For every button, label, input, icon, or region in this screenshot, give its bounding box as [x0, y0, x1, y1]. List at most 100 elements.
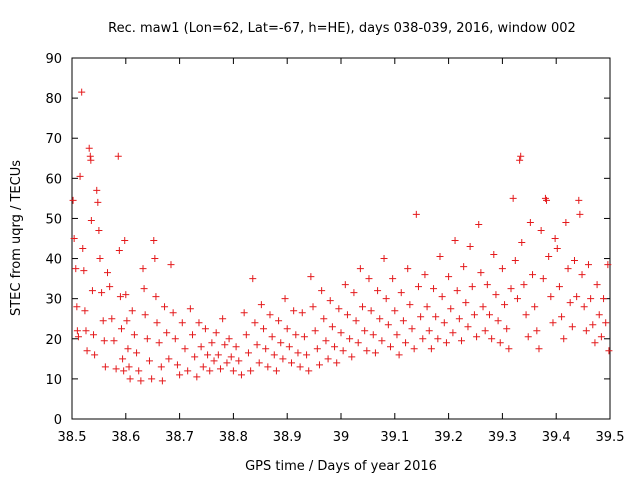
data-point — [288, 359, 296, 367]
data-point — [125, 363, 133, 371]
data-point — [87, 216, 95, 224]
data-point — [240, 309, 248, 317]
data-point — [412, 210, 420, 218]
data-point — [122, 291, 130, 299]
data-point — [237, 371, 245, 379]
data-point — [369, 331, 377, 339]
data-point — [503, 325, 511, 333]
data-point — [468, 283, 476, 291]
data-point — [558, 313, 566, 321]
data-point — [589, 321, 597, 329]
data-point — [313, 345, 321, 353]
data-point — [74, 333, 82, 341]
plot-frame — [71, 57, 611, 420]
data-point — [155, 339, 163, 347]
data-point — [483, 281, 491, 289]
data-point — [576, 210, 584, 218]
data-point — [70, 235, 78, 242]
chart-title: Rec. maw1 (Lon=62, Lat=-67, h=HE), days … — [108, 21, 576, 36]
data-point — [333, 359, 341, 367]
data-point — [268, 333, 276, 341]
data-point — [453, 287, 461, 295]
data-point — [326, 297, 334, 305]
axis-ticks: 38.5 38.6 38.7 38.8 38.9 39 39.1 39.2 39.3 39.4 39… — [45, 52, 624, 445]
data-point — [216, 365, 224, 373]
data-point — [384, 321, 392, 329]
data-point — [309, 303, 317, 311]
data-point — [570, 257, 578, 265]
data-point — [494, 317, 502, 325]
data-point — [260, 325, 268, 333]
data-point — [505, 345, 513, 353]
data-point — [112, 365, 120, 373]
data-point — [543, 196, 551, 204]
data-point — [116, 293, 124, 301]
data-point — [498, 265, 506, 273]
y-axis-label: STEC from uqrg / TECUs — [9, 160, 24, 316]
data-point — [128, 307, 136, 315]
data-point — [227, 353, 235, 361]
data-point — [529, 271, 537, 279]
data-point — [580, 303, 588, 311]
data-point — [115, 247, 123, 255]
data-point — [410, 345, 418, 353]
data-point — [584, 261, 592, 269]
data-point — [296, 363, 304, 371]
data-point — [395, 351, 403, 359]
data-point — [361, 327, 369, 335]
data-point — [363, 347, 371, 355]
data-point — [87, 156, 95, 164]
data-point — [100, 337, 108, 345]
data-point — [604, 261, 612, 269]
y-tick-label: 40 — [45, 253, 62, 268]
data-point — [176, 371, 184, 379]
data-point — [359, 303, 367, 311]
data-point — [98, 289, 106, 297]
data-point — [106, 283, 114, 291]
x-tick-label: 39.1 — [380, 430, 409, 445]
data-point — [352, 317, 360, 325]
x-tick-label: 39.3 — [488, 430, 517, 445]
data-point — [277, 339, 285, 347]
data-point — [197, 343, 205, 351]
data-point — [73, 303, 81, 311]
data-point — [96, 255, 104, 263]
data-point — [564, 265, 572, 273]
y-tick-label: 80 — [45, 92, 62, 107]
y-tick-label: 60 — [45, 172, 62, 187]
x-tick-label: 38.7 — [165, 430, 194, 445]
data-point — [501, 301, 509, 309]
data-point — [582, 327, 590, 335]
data-point — [560, 335, 568, 343]
data-point — [356, 265, 364, 273]
data-point — [496, 339, 504, 347]
data-point — [140, 285, 148, 293]
data-point — [311, 327, 319, 335]
data-point — [90, 331, 98, 339]
data-point — [80, 267, 88, 275]
data-point — [101, 363, 109, 371]
data-point — [235, 357, 243, 365]
data-point — [281, 295, 289, 303]
data-point — [79, 245, 87, 253]
x-tick-label: 39 — [333, 430, 350, 445]
data-point — [76, 172, 84, 180]
data-point — [464, 323, 472, 331]
data-point — [337, 329, 345, 337]
data-point — [382, 295, 390, 303]
data-point — [399, 317, 407, 325]
data-point — [148, 375, 156, 383]
data-point — [82, 327, 90, 335]
data-point — [533, 327, 541, 335]
data-point — [189, 331, 197, 339]
data-point — [208, 339, 216, 347]
data-point — [470, 311, 478, 319]
data-point — [460, 263, 468, 271]
data-point — [95, 226, 103, 234]
data-point — [88, 287, 96, 295]
data-point — [417, 313, 425, 321]
data-point — [169, 309, 177, 317]
data-point — [378, 337, 386, 345]
data-point — [264, 363, 272, 371]
data-point — [83, 347, 91, 355]
